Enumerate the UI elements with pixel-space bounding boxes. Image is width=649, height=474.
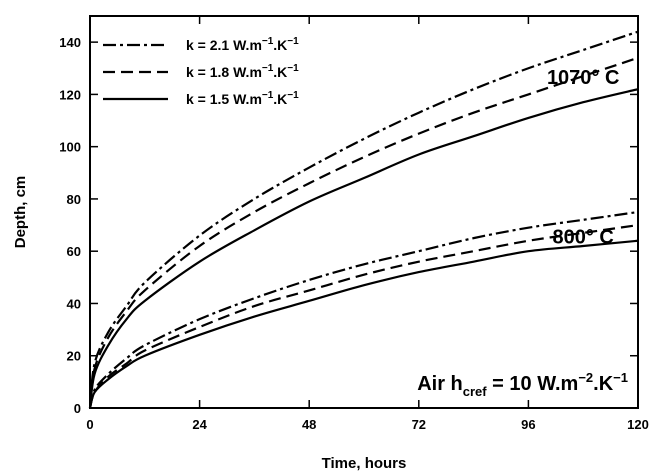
series-line-800-k1-8	[88, 223, 639, 409]
axis-ticks: 0 24 48 72 96 120 0 20 40 60 80 100 120 140	[59, 16, 649, 432]
condition-note: Air hcref = 10 W.m−2.K−1	[417, 370, 628, 399]
y-tick-label: 80	[67, 192, 81, 207]
y-tick-label: 60	[67, 244, 81, 259]
y-tick-label: 140	[59, 35, 81, 50]
legend-label: k = 1.5 W.m−1.K−1	[186, 90, 299, 107]
y-tick-label: 20	[67, 349, 81, 364]
y-axis-title: Depth, cm	[12, 176, 29, 249]
series-line-800-k2-1	[88, 210, 639, 409]
plot-frame	[89, 15, 639, 409]
x-tick-label: 0	[86, 417, 93, 432]
series-line-800-k1-5	[88, 239, 639, 409]
legend: k = 2.1 W.m−1.K−1 k = 1.8 W.m−1.K−1 k = 1.…	[103, 36, 299, 107]
legend-label: k = 2.1 W.m−1.K−1	[186, 36, 299, 53]
x-tick-label: 48	[302, 417, 316, 432]
series-line-1070-k1-5	[88, 88, 639, 409]
y-tick-label: 100	[59, 140, 81, 155]
series-line-1070-k1-8	[88, 56, 639, 409]
legend-label: k = 1.8 W.m−1.K−1	[186, 63, 299, 80]
x-tick-label: 96	[521, 417, 535, 432]
series-lines	[88, 30, 639, 409]
annotation-800: 800° C	[553, 226, 614, 248]
x-tick-label: 24	[192, 417, 207, 432]
x-axis-title: Time, hours	[322, 455, 407, 472]
x-tick-label: 72	[412, 417, 426, 432]
y-tick-label: 40	[67, 296, 81, 311]
annotation-1070: 1070° C	[547, 67, 620, 89]
y-tick-label: 0	[74, 401, 81, 416]
x-tick-label: 120	[627, 417, 649, 432]
y-tick-label: 120	[59, 87, 81, 102]
series-line-1070-k2-1	[88, 30, 639, 409]
